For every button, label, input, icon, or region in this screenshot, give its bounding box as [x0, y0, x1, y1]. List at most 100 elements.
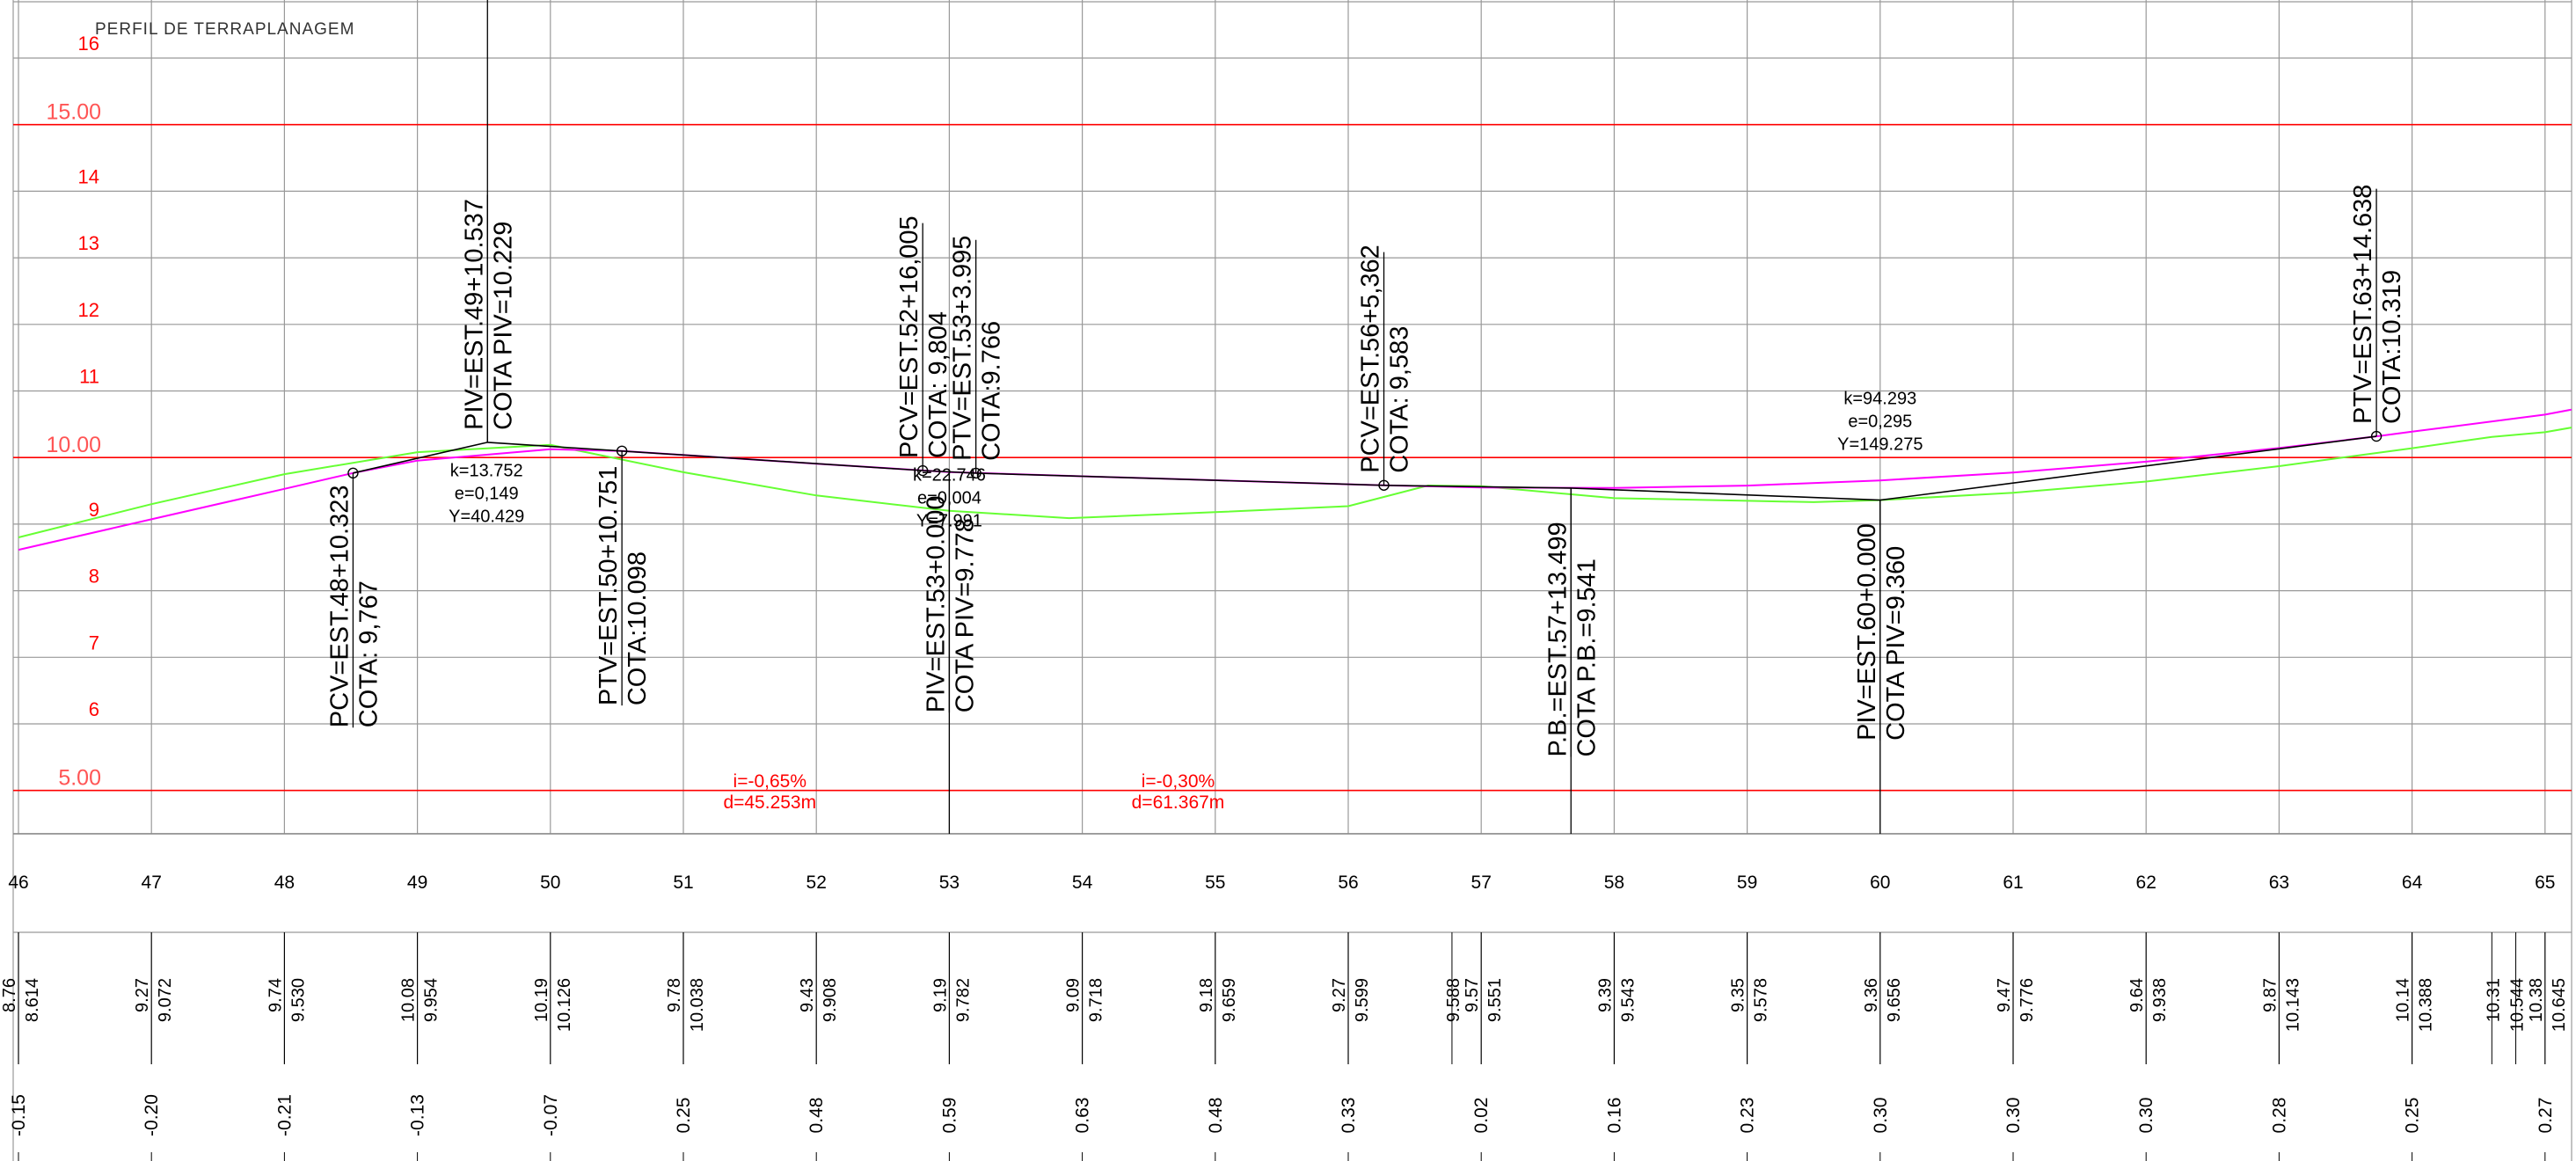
terrain-elevation: 10.19 — [532, 978, 551, 1022]
vertical-point-cota: COTA PIV=9.778 — [951, 518, 979, 712]
curve-parameter: k=94.293 — [1843, 390, 1916, 409]
vertical-point-label: PIV=EST.60+0.000 — [1853, 523, 1881, 741]
vertical-point: PCV=EST.48+10.323 COTA: 9,767 — [325, 467, 383, 728]
design-elevation: 9.656 — [1885, 978, 1904, 1022]
cut-fill-difference: 0.30 — [2003, 1098, 2024, 1134]
elevation-label: 11 — [79, 366, 99, 388]
design-elevation: 9.072 — [156, 978, 175, 1022]
vertical-point: PIV=EST.53+0.000 COTA PIV=9.778 — [922, 472, 979, 713]
vertical-point-cota: COTA P.B.=9.541 — [1573, 559, 1601, 756]
station-label: 55 — [1205, 873, 1225, 893]
extra-elevation: 9.588 — [1444, 978, 1463, 1022]
vertical-point-cota: COTA PIV=10.229 — [489, 222, 517, 430]
design-elevation: 9.776 — [2018, 978, 2037, 1022]
terrain-elevation: 9.39 — [1595, 978, 1615, 1012]
station-label: 59 — [1737, 873, 1757, 893]
station-label: 46 — [8, 873, 28, 893]
vertical-point: PCV=EST.56+5,362 COTA: 9,583 — [1357, 245, 1414, 491]
elevation-label: 16 — [78, 33, 99, 55]
elevation-table: 46 47 48 49 50 51 52 53 54 55 56 57 58 59 60 61 62 63 64 65… — [0, 873, 2572, 1161]
cut-fill-difference: 0.02 — [1471, 1098, 1492, 1134]
design-elevation: 9.543 — [1618, 978, 1638, 1022]
vertical-point-label: PTV=EST.63+14.638 — [2349, 185, 2377, 424]
elevation-label: 5.00 — [58, 766, 101, 791]
terrain-elevation: 9.78 — [665, 978, 684, 1012]
station-label: 57 — [1471, 873, 1492, 893]
station-label: 62 — [2136, 873, 2156, 893]
vertical-point-cota: COTA: 9,583 — [1386, 326, 1414, 473]
terrain-elevation: 9.35 — [1729, 978, 1748, 1012]
cut-fill-difference: 0.48 — [1206, 1098, 1226, 1134]
drawing-title: PERFIL DE TERRAPLANAGEM — [95, 20, 354, 39]
curve-parameter: k=22.746 — [913, 466, 986, 486]
vertical-point: PTV=EST.50+10.751 COTA:10.098 — [595, 445, 652, 706]
vertical-point-marker — [347, 467, 359, 479]
cut-fill-difference: 0.25 — [674, 1098, 694, 1134]
curve-parameter: Y=149.275 — [1837, 435, 1923, 455]
terrain-elevation: 9.18 — [1197, 978, 1216, 1012]
cut-fill-difference: 0.23 — [1738, 1098, 1758, 1134]
vertical-point-label: PTV=EST.53+3.995 — [949, 236, 977, 461]
vertical-point-label: PIV=EST.49+10.537 — [460, 199, 488, 430]
design-elevation: 9.659 — [1220, 978, 1239, 1022]
elevation-label: 6 — [89, 698, 99, 720]
elevation-label: 10.00 — [46, 433, 101, 457]
slope-label: i=-0,65% — [733, 771, 806, 792]
design-elevation: 9.908 — [821, 978, 840, 1022]
terrain-elevation: 9.27 — [133, 978, 152, 1012]
curve-parameter: Y=7.991 — [916, 512, 982, 531]
design-elevation: 9.954 — [422, 978, 441, 1022]
terrain-elevation: 9.19 — [930, 978, 950, 1012]
vertical-point-cota: COTA:9.766 — [978, 321, 1006, 461]
elevation-label: 7 — [89, 632, 99, 654]
curve-parameter: e=0,295 — [1848, 413, 1912, 432]
cut-fill-difference: 0.16 — [1604, 1098, 1624, 1134]
terrain-elevation: 9.57 — [1463, 978, 1482, 1012]
terrain-elevation: 9.47 — [1995, 978, 2014, 1012]
vertical-point-cota: COTA: 9,767 — [354, 580, 383, 727]
station-label: 58 — [1604, 873, 1624, 893]
curve-parameter: e=0,004 — [917, 489, 982, 508]
vertical-point: PCV=EST.52+16,005 COTA: 9,804 — [895, 215, 952, 477]
terrain-elevation: 9.74 — [266, 978, 285, 1012]
elevation-labels: 16 15.00 14 13 12 11 10.00 9 8 7 6 5.00 — [46, 33, 101, 791]
cut-fill-difference: -0.15 — [9, 1094, 29, 1136]
curve-parameter: k=13.752 — [450, 461, 523, 480]
terrain-elevation: 10.38 — [2527, 978, 2546, 1022]
terrain-elevation: 9.36 — [1862, 978, 1881, 1012]
station-label: 56 — [1338, 873, 1358, 893]
vertical-point-marker — [616, 445, 628, 456]
elevation-label: 8 — [89, 566, 99, 588]
vertical-point-label: PCV=EST.52+16,005 — [895, 215, 923, 458]
elevation-label: 14 — [78, 165, 99, 187]
elevation-label: 13 — [78, 232, 99, 254]
station-label: 51 — [673, 873, 693, 893]
station-label: 50 — [540, 873, 560, 893]
curve-parameter: Y=40.429 — [449, 507, 524, 526]
vertical-point-cota: COTA:10.319 — [2378, 270, 2406, 424]
vertical-point: PTV=EST.63+14.638 COTA:10.319 — [2349, 185, 2406, 442]
vertical-point-label: PCV=EST.56+5,362 — [1357, 245, 1385, 473]
slope-label: i=-0,30% — [1142, 771, 1215, 792]
station-label: 52 — [806, 873, 827, 893]
cut-fill-difference: 0.59 — [939, 1098, 960, 1134]
vertical-point-marker — [970, 467, 982, 479]
cut-fill-difference: 0.30 — [2136, 1098, 2156, 1134]
vertical-point-marker — [916, 464, 929, 477]
cut-fill-difference: 0.33 — [1339, 1098, 1359, 1134]
slope-label: d=61.367m — [1132, 792, 1225, 813]
terrain-elevation: 9.27 — [1330, 978, 1349, 1012]
elevation-label: 12 — [78, 299, 99, 321]
design-elevation: 9.782 — [953, 978, 973, 1022]
terrain-elevation: 10.14 — [2394, 978, 2413, 1022]
grid — [12, 0, 2572, 1161]
station-label: 48 — [274, 873, 295, 893]
cut-fill-difference: 0.63 — [1073, 1098, 1093, 1134]
cut-fill-difference: -0.21 — [274, 1094, 295, 1136]
elevation-label: 15.00 — [46, 100, 101, 125]
cut-fill-difference: -0.20 — [142, 1094, 162, 1136]
vertical-point: PIV=EST.49+10.537 COTA PIV=10.229 — [460, 194, 517, 442]
vertical-point-label: PTV=EST.50+10.751 — [595, 466, 623, 705]
cut-fill-difference: 0.48 — [806, 1098, 827, 1134]
design-elevation: 9.551 — [1485, 978, 1505, 1022]
